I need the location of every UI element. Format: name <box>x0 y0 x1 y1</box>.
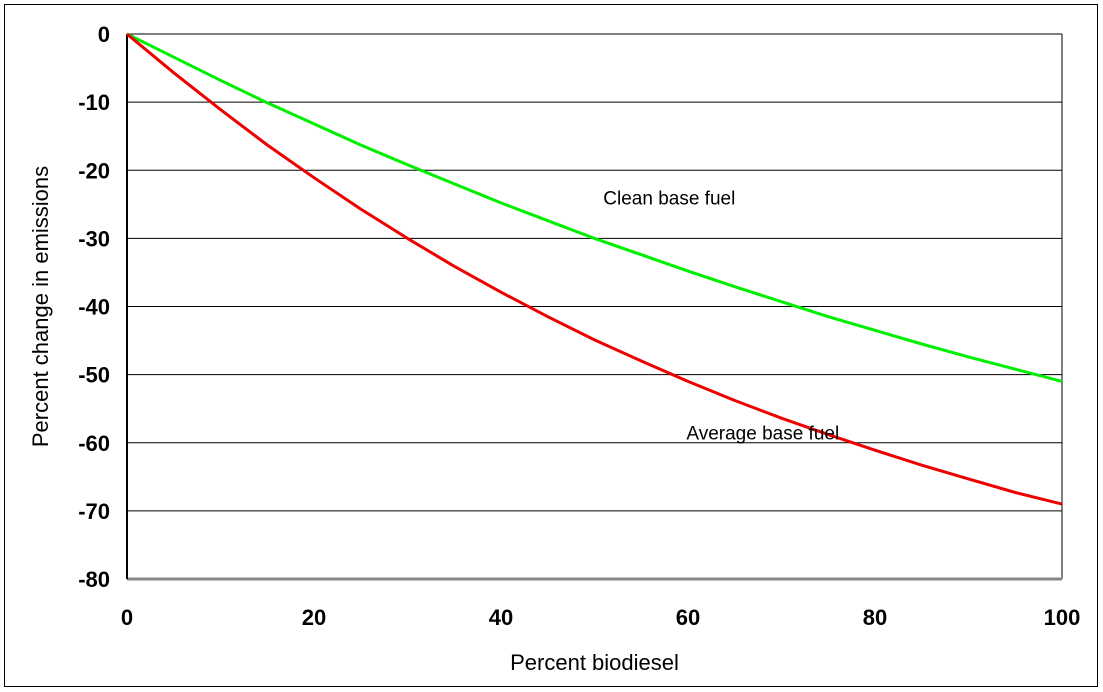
series-line-1 <box>126 32 1063 383</box>
y-tick-label: -10 <box>78 90 110 115</box>
x-tick-label: 60 <box>676 605 700 630</box>
grid-lines <box>127 33 1062 512</box>
y-tick-label: -30 <box>78 226 110 251</box>
y-tick-label: -70 <box>78 499 110 524</box>
series-lines <box>126 32 1063 506</box>
series-line-2 <box>126 32 1063 506</box>
y-tick-label: -50 <box>78 363 110 388</box>
y-tick-label: -60 <box>78 431 110 456</box>
y-tick-label: -20 <box>78 158 110 183</box>
annotations: Clean base fuel Average base fuel <box>603 189 839 445</box>
x-tick-label: 0 <box>121 605 133 630</box>
annotation-label: Clean base fuel <box>603 189 735 210</box>
x-axis-title: Percent biodiesel <box>510 650 679 675</box>
y-axis-title: Percent change in emissions <box>28 166 53 447</box>
annotation-label: Average base fuel <box>686 424 839 445</box>
x-tick-label: 80 <box>863 605 887 630</box>
y-tick-label: -80 <box>78 567 110 592</box>
x-tick-label: 40 <box>489 605 513 630</box>
x-tick-label: 20 <box>302 605 326 630</box>
y-tick-label: 0 <box>98 22 110 47</box>
chart-frame <box>4 4 1098 687</box>
y-tick-label: -40 <box>78 295 110 320</box>
x-tick-labels: 0 20 40 60 80 100 <box>121 605 1080 630</box>
x-tick-label: 100 <box>1044 605 1081 630</box>
y-tick-labels: 0 -10 -20 -30 -40 -50 -60 -70 -80 <box>78 22 110 592</box>
plot-area <box>126 34 1063 581</box>
